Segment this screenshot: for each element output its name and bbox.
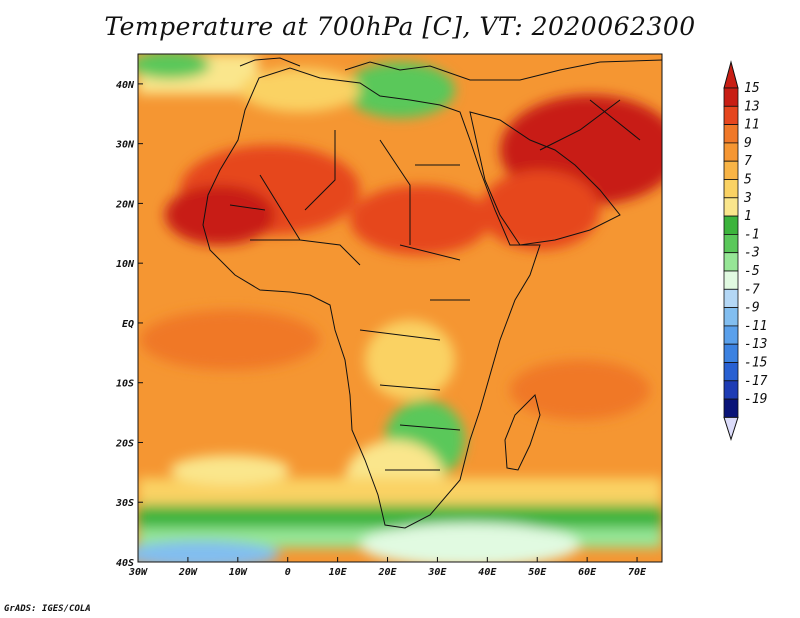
colorbar-label: -7: [744, 282, 760, 297]
lon-tick-label: 20E: [377, 567, 397, 578]
lon-tick-label: 10E: [329, 567, 348, 578]
colorbar-label: 9: [744, 136, 752, 151]
colorbar-swatch: [723, 142, 739, 162]
lat-tick-label: 40N: [116, 80, 135, 91]
field-med-green: [345, 62, 455, 118]
madagascar-coastline: [504, 394, 541, 471]
lat-tick-label: EQ: [122, 319, 134, 330]
lon-tick-label: 30E: [427, 567, 447, 578]
colorbar-swatch: [723, 307, 739, 327]
page-title: Temperature at 700hPa [C], VT: 202006230…: [104, 12, 696, 41]
border-lines: [229, 99, 641, 471]
lon-tick-label: 70E: [628, 567, 647, 578]
colorbar-label: 7: [744, 154, 752, 169]
colorbar-swatch: [723, 233, 739, 254]
lon-tick-label: 50E: [528, 567, 547, 578]
lon-tick-label: 60E: [578, 567, 597, 578]
colorbar-label: -15: [744, 356, 768, 371]
field-med-yellow: [240, 68, 360, 112]
colorbar-swatch: [723, 215, 739, 235]
field-shading: [138, 54, 662, 562]
lat-tick-label: 10S: [116, 379, 134, 390]
coastlines-and-borders: [202, 57, 662, 529]
colorbar-swatch: [723, 343, 739, 363]
colorbar-swatch: [723, 270, 739, 290]
africa-coastline: [202, 67, 541, 529]
colorbar-label: 15: [744, 81, 760, 96]
field-w-africa-hot: [165, 185, 275, 245]
lon-tick-label: 10W: [229, 567, 248, 578]
colorbar-label: -11: [744, 319, 767, 334]
colorbar-over-arrow: [723, 60, 739, 89]
field-south-pale: [360, 523, 580, 562]
longitude-ticks: 30W 20W 10W 0 10E 20E 30E 40E 50E 60E 70E: [128, 557, 647, 578]
colorbar-swatch: [723, 160, 739, 180]
field-north-green: [138, 54, 210, 79]
colorbar-label: -17: [744, 374, 768, 389]
arabia-coastline: [469, 111, 621, 246]
lon-tick-label: 40E: [478, 567, 497, 578]
colorbar-label: 5: [744, 173, 752, 188]
temperature-field: [138, 54, 662, 562]
colorbar-swatch: [723, 325, 739, 345]
field-indian-warm: [510, 360, 650, 420]
lon-tick-label: 20W: [178, 567, 198, 578]
colorbar-swatch: [723, 105, 739, 126]
colorbar-swatch: [723, 362, 739, 382]
colorbar-label: -3: [744, 246, 760, 261]
colorbar-label: 13: [744, 99, 760, 114]
colorbar-label: -1: [744, 227, 760, 242]
field-south-blue: [138, 541, 280, 562]
grads-credit: GrADS: IGES/COLA: [4, 604, 91, 614]
map-frame: [137, 53, 663, 563]
lat-tick-label: 20S: [115, 438, 134, 449]
colorbar-swatch: [723, 288, 739, 308]
colorbar-label: -9: [744, 301, 760, 316]
lat-tick-label: 30S: [115, 498, 134, 509]
colorbar-swatch: [723, 124, 739, 144]
colorbar-swatch: [723, 398, 739, 418]
colorbar-label: -5: [744, 264, 760, 279]
field-central-yellow: [365, 320, 455, 400]
lat-tick-label: 10N: [116, 259, 135, 270]
field-atlantic-warm: [140, 310, 320, 370]
lat-tick-label: 30N: [115, 140, 135, 151]
lat-tick-label: 40S: [116, 558, 134, 569]
lon-tick-label: 0: [285, 567, 291, 578]
europe-coastline: [239, 57, 662, 81]
colorbar-label: -19: [744, 392, 767, 407]
colorbar-swatch: [723, 380, 739, 400]
field-sahel-hot: [350, 185, 490, 255]
colorbar-label: 1: [744, 209, 752, 224]
colorbar-under-arrow: [723, 416, 739, 442]
colorbar-swatch: [723, 87, 739, 107]
colorbar-label: 3: [743, 191, 752, 206]
latitude-ticks: 40N 30N 20N 10N EQ 10S 20S 30S 40S: [115, 80, 143, 569]
colorbar-label: -13: [744, 337, 767, 352]
colorbar-label: 11: [744, 118, 760, 133]
colorbar-swatch: [723, 179, 739, 199]
colorbar-swatch: [723, 252, 739, 272]
field-south-green-west: [170, 455, 290, 485]
lon-tick-label: 30W: [128, 567, 148, 578]
lat-tick-label: 20N: [115, 199, 135, 210]
colorbar-swatch: [723, 197, 739, 217]
colorbar: 15 13 11 9 7 5 3 1 -1 -3 -5 -7 -9 -11 -13 -15 -17 -19: [723, 60, 768, 442]
